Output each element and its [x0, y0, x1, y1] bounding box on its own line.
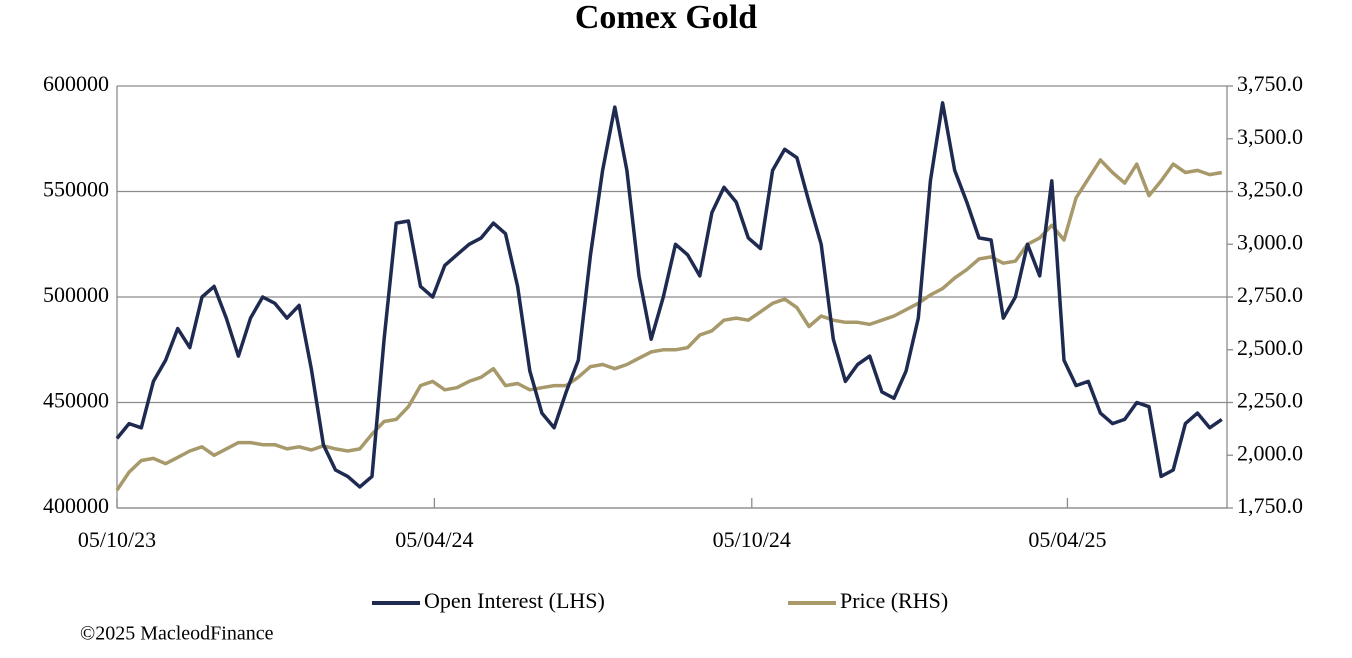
y2-tick-label: 2,000.0 [1237, 440, 1303, 465]
y2-tick-label: 1,750.0 [1237, 493, 1303, 518]
y2-tick-label: 3,500.0 [1237, 124, 1303, 149]
y-tick-label: 400000 [43, 493, 109, 518]
x-tick-label: 05/04/25 [1028, 527, 1106, 552]
y-tick-label: 450000 [43, 388, 109, 413]
y-tick-label: 550000 [43, 177, 109, 202]
legend-label: Open Interest (LHS) [424, 588, 605, 613]
y-tick-label: 500000 [43, 282, 109, 307]
legend-label: Price (RHS) [840, 588, 948, 613]
y2-tick-label: 3,000.0 [1237, 229, 1303, 254]
y2-tick-label: 2,500.0 [1237, 335, 1303, 360]
footnote: ©2025 MacleodFinance [80, 623, 274, 645]
x-tick-label: 05/10/24 [713, 527, 791, 552]
y-tick-label: 600000 [43, 71, 109, 96]
y2-tick-label: 3,250.0 [1237, 177, 1303, 202]
y2-tick-label: 3,750.0 [1237, 71, 1303, 96]
series-line [115, 158, 1223, 492]
y2-tick-label: 2,250.0 [1237, 388, 1303, 413]
chart-title: Comex Gold [575, 0, 757, 36]
y2-tick-label: 2,750.0 [1237, 282, 1303, 307]
x-tick-label: 05/04/24 [395, 527, 473, 552]
series-line [115, 101, 1223, 489]
x-tick-label: 05/10/23 [78, 527, 156, 552]
